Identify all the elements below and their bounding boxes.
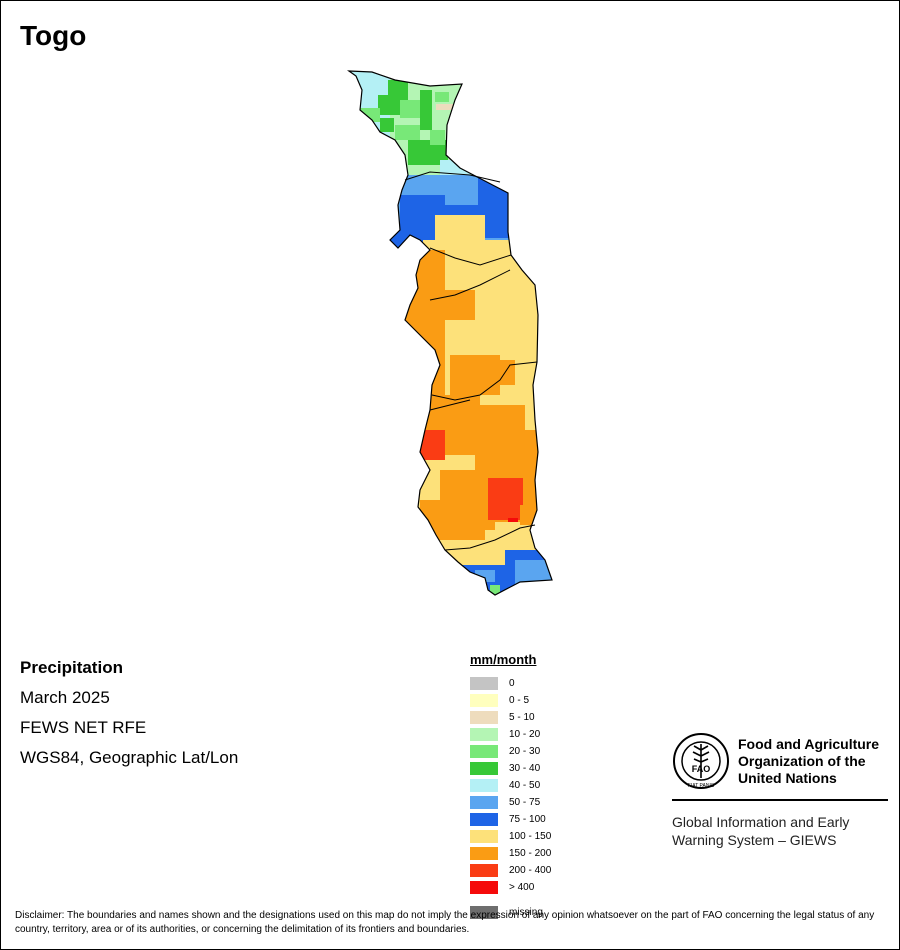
legend-row: 200 - 400 <box>470 862 620 879</box>
region-boundary-savanes-kara <box>404 171 501 183</box>
source-label: FEWS NET RFE <box>20 718 147 737</box>
legend-swatch <box>470 796 498 809</box>
legend-label: > 400 <box>509 882 535 893</box>
fao-emblem-icon: FAO FIAT PANIS <box>673 733 729 789</box>
legend-swatch <box>470 847 498 860</box>
legend-swatch <box>470 779 498 792</box>
giews-line-2: Warning System – GIEWS <box>672 832 837 848</box>
region-boundary-kara-centrale <box>429 269 511 301</box>
legend-swatch <box>470 830 498 843</box>
legend-label: 200 - 400 <box>509 865 552 876</box>
legend-label: 150 - 200 <box>509 848 552 859</box>
region-boundary-kara-centrale-north <box>429 247 512 266</box>
legend-swatch <box>470 813 498 826</box>
legend-label: 0 - 5 <box>509 695 530 706</box>
legend-title: mm/month <box>470 652 537 667</box>
giews-line-1: Global Information and Early <box>672 814 850 830</box>
fao-logo-block: FAO FIAT PANIS Food and Agriculture Orga… <box>672 732 890 849</box>
org-name-line-1: Food and Agriculture <box>738 735 880 752</box>
legend-row: 100 - 150 <box>470 828 620 845</box>
fao-divider <box>672 799 888 801</box>
legend-swatch <box>470 677 498 690</box>
legend-label: 40 - 50 <box>509 780 541 791</box>
legend-swatch <box>470 762 498 775</box>
legend-swatch <box>470 694 498 707</box>
legend-row: 0 <box>470 675 620 692</box>
legend-swatch <box>470 864 498 877</box>
map-title: Togo <box>20 20 87 51</box>
legend-row: 30 - 40 <box>470 760 620 777</box>
legend: mm/month 0 0 - 5 5 - 10 10 - 20 20 - 30 30 - … <box>470 652 620 921</box>
region-boundary-centrale-plateaux <box>431 361 538 401</box>
precipitation-map <box>340 60 570 605</box>
legend-row: > 400 <box>470 879 620 896</box>
togo-map-svg <box>348 70 553 596</box>
legend-row: 150 - 200 <box>470 845 620 862</box>
legend-row: 50 - 75 <box>470 794 620 811</box>
legend-label: 75 - 100 <box>509 814 546 825</box>
legend-swatch <box>470 745 498 758</box>
legend-row: 5 - 10 <box>470 709 620 726</box>
region-boundary-plateaux-west <box>429 399 471 411</box>
legend-row: 75 - 100 <box>470 811 620 828</box>
legend-row: 10 - 20 <box>470 726 620 743</box>
legend-label: 10 - 20 <box>509 729 541 740</box>
legend-row: 20 - 30 <box>470 743 620 760</box>
legend-label: 5 - 10 <box>509 712 535 723</box>
legend-label: 20 - 30 <box>509 746 541 757</box>
legend-swatch <box>470 728 498 741</box>
legend-label: 30 - 40 <box>509 763 541 774</box>
period-label: March 2025 <box>20 688 110 707</box>
precipitation-raster <box>349 71 552 595</box>
region-boundaries <box>404 171 538 551</box>
legend-row: 0 - 5 <box>470 692 620 709</box>
legend-label-missing: missing <box>509 907 543 918</box>
org-name-line-3: United Nations <box>738 769 837 786</box>
legend-classes: 0 0 - 5 5 - 10 10 - 20 20 - 30 30 - 40 40 - 50… <box>470 675 620 896</box>
emblem-motto: FIAT PANIS <box>688 783 715 789</box>
legend-swatch <box>470 881 498 894</box>
legend-swatch <box>470 711 498 724</box>
variable-label: Precipitation <box>20 658 123 677</box>
legend-row-missing: missing <box>470 904 620 921</box>
giews-label: Global Information and Early Warning Sys… <box>672 813 890 849</box>
legend-label: 50 - 75 <box>509 797 541 808</box>
region-boundary-plateaux-maritime <box>444 524 536 551</box>
legend-label: 0 <box>509 678 515 689</box>
org-name-line-2: Organization of the <box>738 752 866 769</box>
projection-label: WGS84, Geographic Lat/Lon <box>20 748 239 767</box>
legend-swatch-missing <box>470 906 498 919</box>
legend-row: 40 - 50 <box>470 777 620 794</box>
fao-org-name: Food and Agriculture Organization of the… <box>738 736 879 787</box>
legend-label: 100 - 150 <box>509 831 552 842</box>
emblem-text: FAO <box>692 764 711 774</box>
disclaimer: Disclaimer: The boundaries and names sho… <box>15 910 875 935</box>
